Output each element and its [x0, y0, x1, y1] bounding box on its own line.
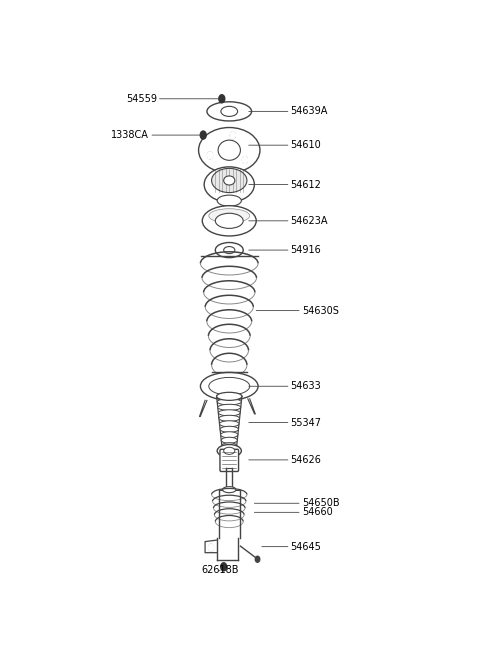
Ellipse shape: [217, 195, 241, 206]
Ellipse shape: [216, 392, 242, 400]
Text: 54610: 54610: [249, 140, 322, 150]
Text: 62618B: 62618B: [202, 565, 239, 575]
Circle shape: [242, 157, 248, 164]
Text: 54633: 54633: [249, 381, 322, 391]
Circle shape: [242, 157, 248, 164]
Text: 54630S: 54630S: [256, 306, 339, 316]
Circle shape: [219, 95, 225, 103]
FancyBboxPatch shape: [220, 449, 239, 472]
Ellipse shape: [216, 242, 243, 257]
Ellipse shape: [199, 128, 260, 173]
Ellipse shape: [219, 421, 239, 427]
Ellipse shape: [202, 206, 256, 236]
Ellipse shape: [224, 176, 235, 185]
Ellipse shape: [224, 447, 235, 455]
Text: 54650B: 54650B: [254, 498, 339, 508]
Circle shape: [207, 152, 213, 159]
Circle shape: [255, 556, 260, 562]
Text: 54916: 54916: [249, 245, 322, 255]
Circle shape: [230, 132, 235, 139]
Circle shape: [208, 544, 214, 551]
Ellipse shape: [224, 246, 235, 253]
Ellipse shape: [217, 399, 241, 405]
Ellipse shape: [209, 209, 250, 223]
Ellipse shape: [223, 487, 236, 493]
Text: 54559: 54559: [126, 94, 219, 103]
Ellipse shape: [201, 373, 258, 400]
Ellipse shape: [212, 168, 247, 193]
Ellipse shape: [219, 415, 240, 421]
Ellipse shape: [220, 426, 239, 432]
Text: 54660: 54660: [254, 508, 333, 517]
Ellipse shape: [218, 404, 241, 410]
Text: 54639A: 54639A: [249, 106, 328, 117]
Ellipse shape: [217, 445, 241, 457]
Ellipse shape: [221, 432, 238, 438]
Ellipse shape: [209, 377, 250, 395]
Ellipse shape: [218, 140, 240, 160]
Circle shape: [221, 563, 227, 571]
Circle shape: [230, 132, 235, 139]
Text: 54612: 54612: [249, 179, 322, 189]
Text: 54645: 54645: [262, 542, 322, 552]
Ellipse shape: [218, 410, 240, 416]
Circle shape: [208, 544, 214, 551]
Text: 54626: 54626: [249, 455, 322, 465]
Ellipse shape: [221, 438, 237, 443]
Text: 55347: 55347: [249, 418, 322, 428]
Text: 54623A: 54623A: [249, 216, 328, 226]
Ellipse shape: [222, 443, 237, 449]
Ellipse shape: [216, 214, 243, 229]
Circle shape: [200, 131, 206, 139]
Text: 1338CA: 1338CA: [111, 130, 201, 140]
Ellipse shape: [221, 106, 238, 117]
Ellipse shape: [216, 393, 242, 400]
Ellipse shape: [204, 167, 254, 202]
Ellipse shape: [207, 102, 252, 121]
Circle shape: [207, 152, 213, 159]
